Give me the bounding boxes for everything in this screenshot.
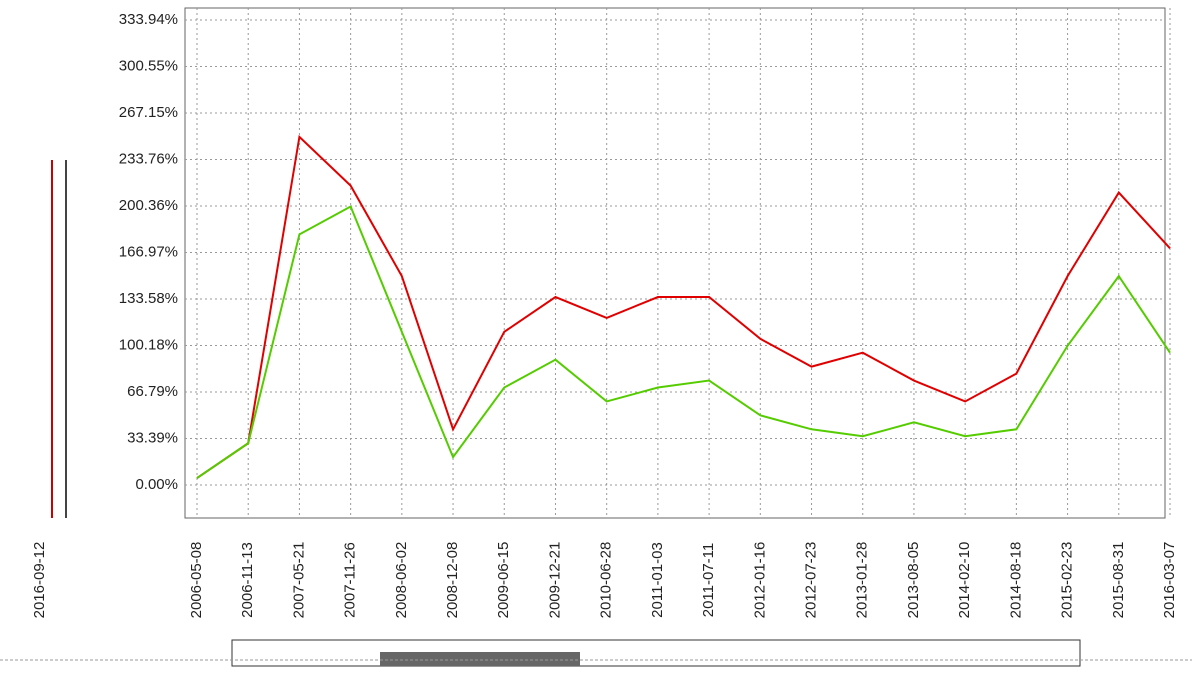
x-tick-label: 2012-07-23	[802, 542, 819, 619]
x-tick-label: 2009-12-21	[546, 542, 563, 619]
series-line	[197, 137, 1170, 478]
scrollbar-thumb[interactable]	[380, 652, 580, 666]
y-tick-label: 200.36%	[119, 197, 178, 214]
x-tick-label: 2008-12-08	[444, 542, 461, 619]
x-tick-label: 2015-08-31	[1110, 542, 1127, 619]
plot-frame	[185, 8, 1165, 518]
x-tick-label: 2007-11-26	[342, 542, 359, 618]
scrollbar[interactable]	[232, 640, 1080, 666]
y-tick-label: 300.55%	[119, 57, 178, 74]
y-tick-label: 100.18%	[119, 336, 178, 353]
x-tick-label: 2006-05-08	[188, 542, 205, 619]
y-tick-label: 0.00%	[135, 476, 178, 493]
y-tick-label: 333.94%	[119, 11, 178, 28]
x-tick-label: 2016-03-07	[1161, 542, 1178, 619]
x-tick-label: 2014-08-18	[1007, 542, 1024, 619]
y-tick-label: 166.97%	[119, 243, 178, 260]
x-tick-label: 2014-02-10	[956, 542, 973, 619]
x-tick-label: 2008-06-02	[393, 542, 410, 619]
y-tick-label: 267.15%	[119, 104, 178, 121]
y-tick-label: 33.39%	[127, 429, 178, 446]
x-tick-label: 2009-06-15	[495, 542, 512, 619]
x-tick-label: 2007-05-21	[290, 542, 307, 619]
x-extra-label: 2016-09-12	[31, 542, 48, 619]
x-tick-label: 2015-02-23	[1059, 542, 1076, 619]
x-tick-label: 2011-07-11	[700, 543, 717, 618]
x-tick-label: 2006-11-13	[239, 542, 256, 618]
series-line	[197, 207, 1170, 479]
y-tick-label: 233.76%	[119, 150, 178, 167]
x-tick-label: 2012-01-16	[751, 542, 768, 619]
y-tick-label: 66.79%	[127, 383, 178, 400]
chart: 2016-09-12 0.00% 33.39% 66.79% 100.18% 133.5…	[0, 0, 1192, 675]
x-tick-label: 2013-01-28	[854, 542, 871, 619]
x-tick-label: 2011-01-03	[649, 542, 666, 618]
x-tick-label: 2010-06-28	[598, 542, 615, 619]
y-tick-label: 133.58%	[119, 290, 178, 307]
x-tick-label: 2013-08-05	[905, 542, 922, 619]
